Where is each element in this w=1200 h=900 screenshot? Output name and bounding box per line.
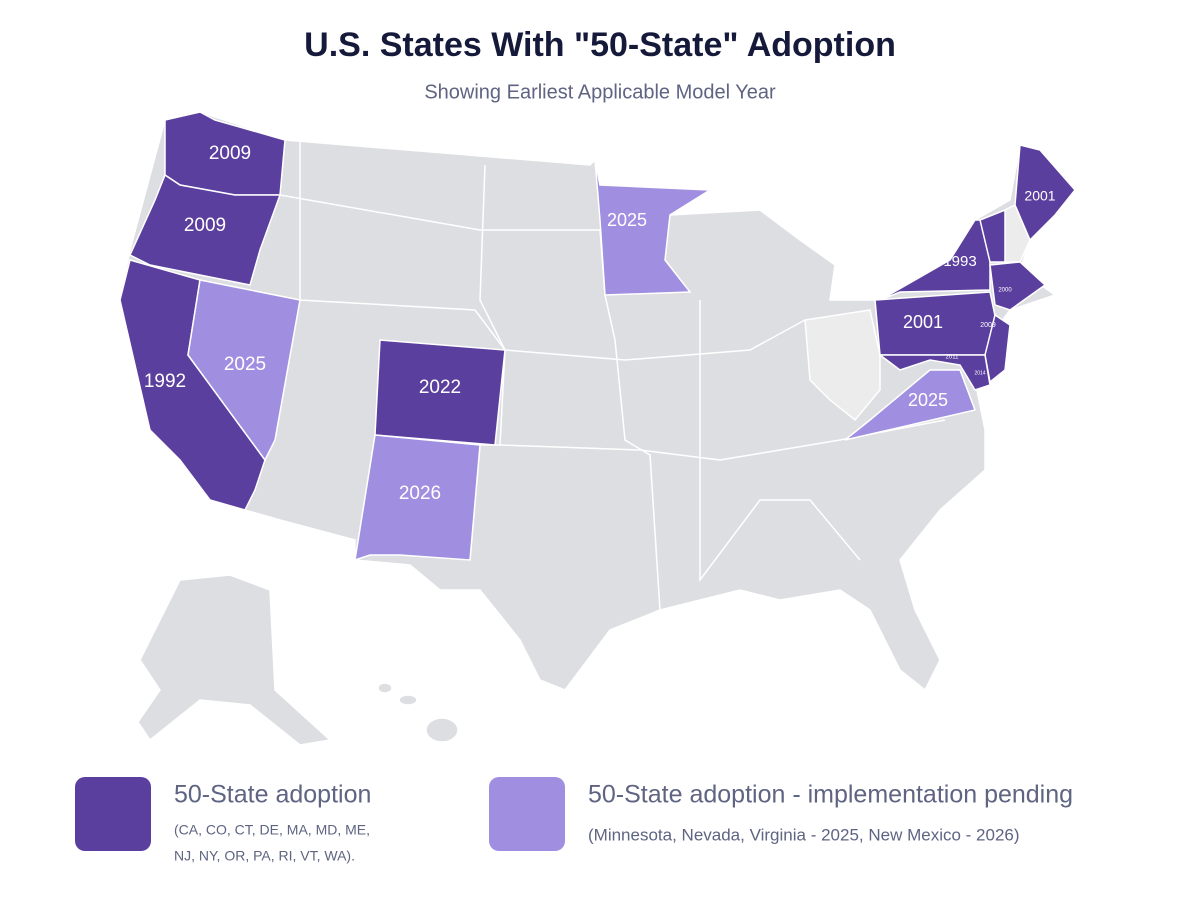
state-nm [354, 434, 481, 562]
state-year-label: 2001 [903, 312, 943, 332]
legend-note: (Minnesota, Nevada, Virginia - 2025, New… [588, 825, 1020, 844]
legend-swatch [489, 777, 565, 851]
legend-note: NJ, NY, OR, PA, RI, VT, WA). [174, 848, 355, 864]
state-year-label: 2025 [607, 210, 647, 230]
state-year-label: 2009 [184, 215, 226, 236]
state-year-label: 2026 [399, 483, 441, 504]
state-border [699, 300, 861, 583]
state-year-label: 2025 [224, 354, 266, 375]
legend-swatch [75, 777, 151, 851]
legend-label: 50-State adoption - implementation pendi… [588, 781, 1073, 809]
state-mn [594, 159, 713, 296]
state-nj [984, 313, 1011, 384]
state-year-label: 2009 [209, 143, 251, 164]
state-nv [187, 279, 301, 462]
state-year-label: 2025 [908, 390, 948, 410]
state-year-label: 2022 [419, 377, 461, 398]
state-ohio-wv [804, 309, 881, 422]
subtitle: Showing Earliest Applicable Model Year [424, 81, 776, 103]
hawaii [377, 682, 393, 694]
state-va [844, 369, 977, 441]
hawaii [425, 717, 459, 743]
state-year-label: 2000 [998, 288, 1012, 294]
state-vt [979, 208, 1006, 263]
legend-note: (CA, CO, CT, DE, MA, MD, ME, [174, 822, 370, 838]
state-year-label: 1993 [943, 253, 976, 270]
legend-label: 50-State adoption [174, 781, 371, 809]
state-labels: 2009 2009 1992 2025 2022 2026 2025 2001 1993 2000… [144, 143, 1056, 504]
state-border [279, 194, 661, 611]
state-year-label: 2014 [974, 370, 985, 376]
state-co [374, 339, 506, 446]
state-me [1014, 144, 1076, 242]
state-or [129, 173, 282, 286]
state-md-de [877, 354, 991, 391]
title: U.S. States With "50-State" Adoption [304, 26, 896, 64]
state-border [479, 164, 806, 361]
state-year-label: 2009 [980, 322, 996, 329]
state-year-label: 1992 [144, 371, 186, 392]
hawaii [398, 694, 418, 706]
alaska [137, 574, 332, 746]
state-year-label: 2011 [946, 355, 960, 361]
state-year-label: 2001 [1024, 188, 1055, 204]
state-ma-ct-ri [989, 261, 1047, 311]
us-map [119, 111, 1076, 746]
